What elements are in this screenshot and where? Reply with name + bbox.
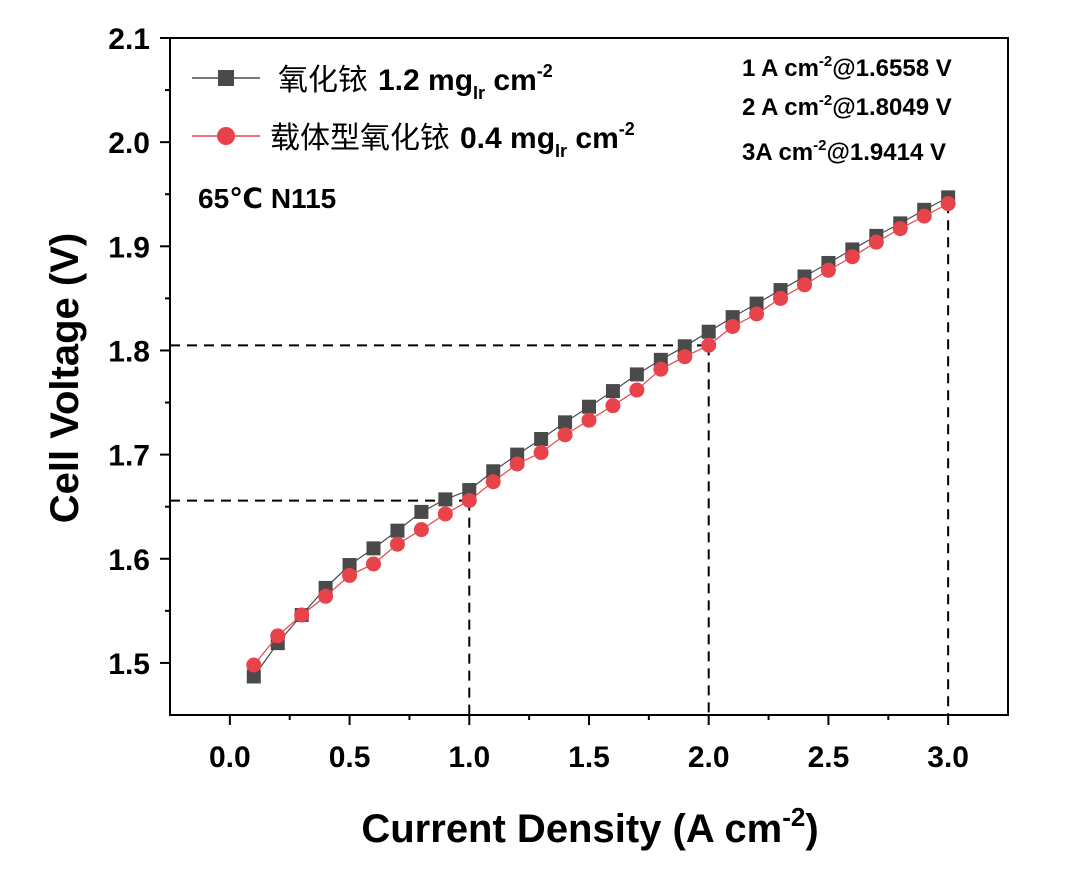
x-tick-label: 2.5	[808, 741, 850, 774]
condition-annotation: 65℃ N115	[198, 183, 336, 214]
data-point-circle	[701, 337, 717, 353]
annotation-3a: 3A cm-2@1.9414 V	[742, 137, 946, 166]
data-point-square	[414, 504, 429, 519]
data-point-circle	[389, 536, 405, 552]
data-point-square	[342, 558, 357, 573]
x-tick-label: 3.0	[927, 741, 969, 774]
data-point-circle	[725, 319, 741, 335]
data-point-circle	[318, 588, 334, 604]
y-tick-label: 2.1	[108, 23, 150, 56]
data-point-circle	[366, 556, 382, 572]
annotation-2a: 2 A cm-2@1.8049 V	[742, 92, 952, 121]
x-tick-label: 1.5	[568, 741, 610, 774]
data-point-square	[558, 415, 573, 430]
legend-label-iridium-oxide: 氧化铱 1.2 mgIr cm-2	[278, 61, 553, 103]
guide-lines	[170, 203, 950, 715]
y-tick-label: 1.6	[108, 544, 150, 577]
y-axis-ticks: 1.5 1.6 1.7 1.8 1.9 2.0 2.1	[108, 23, 170, 681]
data-point-circle	[533, 445, 549, 461]
data-point-circle	[940, 196, 956, 212]
data-point-square	[246, 669, 261, 684]
x-tick-label: 2.0	[688, 741, 730, 774]
data-point-circle	[605, 398, 621, 414]
legend-item-supported-iridium-oxide: 载体型氧化铱 0.4 mgIr cm-2	[192, 119, 635, 161]
marker-annotations: 1 A cm-2@1.6558 V 2 A cm-2@1.8049 V 3A c…	[742, 53, 952, 166]
data-point-circle	[916, 208, 932, 224]
annotation-1a: 1 A cm-2@1.6558 V	[742, 53, 952, 82]
y-axis-label: Cell Voltage (V)	[43, 233, 87, 523]
data-point-square	[486, 464, 501, 479]
data-point-circle	[820, 262, 836, 278]
data-point-square	[701, 324, 716, 339]
data-point-square	[462, 483, 477, 498]
legend-label-supported-iridium-oxide: 载体型氧化铱 0.4 mgIr cm-2	[270, 119, 635, 161]
y-tick-label: 1.7	[108, 440, 150, 473]
data-point-circle	[413, 522, 429, 538]
legend-circle-marker	[217, 127, 235, 145]
data-point-circle	[557, 427, 573, 443]
data-point-square	[438, 492, 453, 507]
data-point-circle	[629, 382, 645, 398]
x-tick-label: 0.5	[329, 741, 371, 774]
y-tick-label: 1.9	[108, 231, 150, 264]
data-point-circle	[461, 492, 477, 508]
data-point-circle	[868, 234, 884, 250]
data-point-circle	[892, 221, 908, 237]
data-point-circle	[485, 474, 501, 490]
data-point-circle	[342, 567, 358, 583]
series-layer	[246, 190, 956, 684]
data-point-square	[749, 296, 764, 311]
data-point-circle	[437, 506, 453, 522]
data-point-square	[629, 367, 644, 382]
legend-item-iridium-oxide: 氧化铱 1.2 mgIr cm-2	[192, 61, 553, 103]
data-point-circle	[677, 349, 693, 365]
data-point-circle	[653, 361, 669, 377]
data-point-circle	[773, 290, 789, 306]
data-point-square	[366, 541, 381, 556]
data-point-circle	[270, 628, 286, 644]
y-tick-label: 1.5	[108, 648, 150, 681]
data-point-circle	[581, 412, 597, 428]
series-line-0	[253, 196, 949, 677]
data-point-square	[582, 399, 596, 414]
legend: 氧化铱 1.2 mgIr cm-2 载体型氧化铱 0.4 mgIr cm-2	[192, 61, 635, 161]
data-point-circle	[844, 249, 860, 265]
y-tick-label: 1.8	[108, 335, 150, 368]
data-point-circle	[294, 607, 310, 623]
data-point-square	[390, 523, 405, 538]
data-point-circle	[749, 306, 765, 322]
x-axis-label: Current Density (A cm-2)	[361, 802, 818, 851]
data-point-square	[605, 384, 620, 399]
series-line-1	[253, 203, 949, 666]
x-axis-ticks: 0.0 0.5 1.0 1.5 2.0 2.5 3.0	[209, 715, 969, 774]
x-tick-label: 0.0	[209, 741, 251, 774]
data-point-circle	[509, 456, 525, 472]
data-point-circle	[796, 277, 812, 293]
x-tick-label: 1.0	[448, 741, 490, 774]
y-tick-label: 2.0	[108, 127, 150, 160]
data-point-square	[677, 339, 692, 354]
data-point-square	[534, 431, 549, 446]
legend-square-marker	[218, 70, 234, 86]
data-point-circle	[246, 657, 262, 673]
